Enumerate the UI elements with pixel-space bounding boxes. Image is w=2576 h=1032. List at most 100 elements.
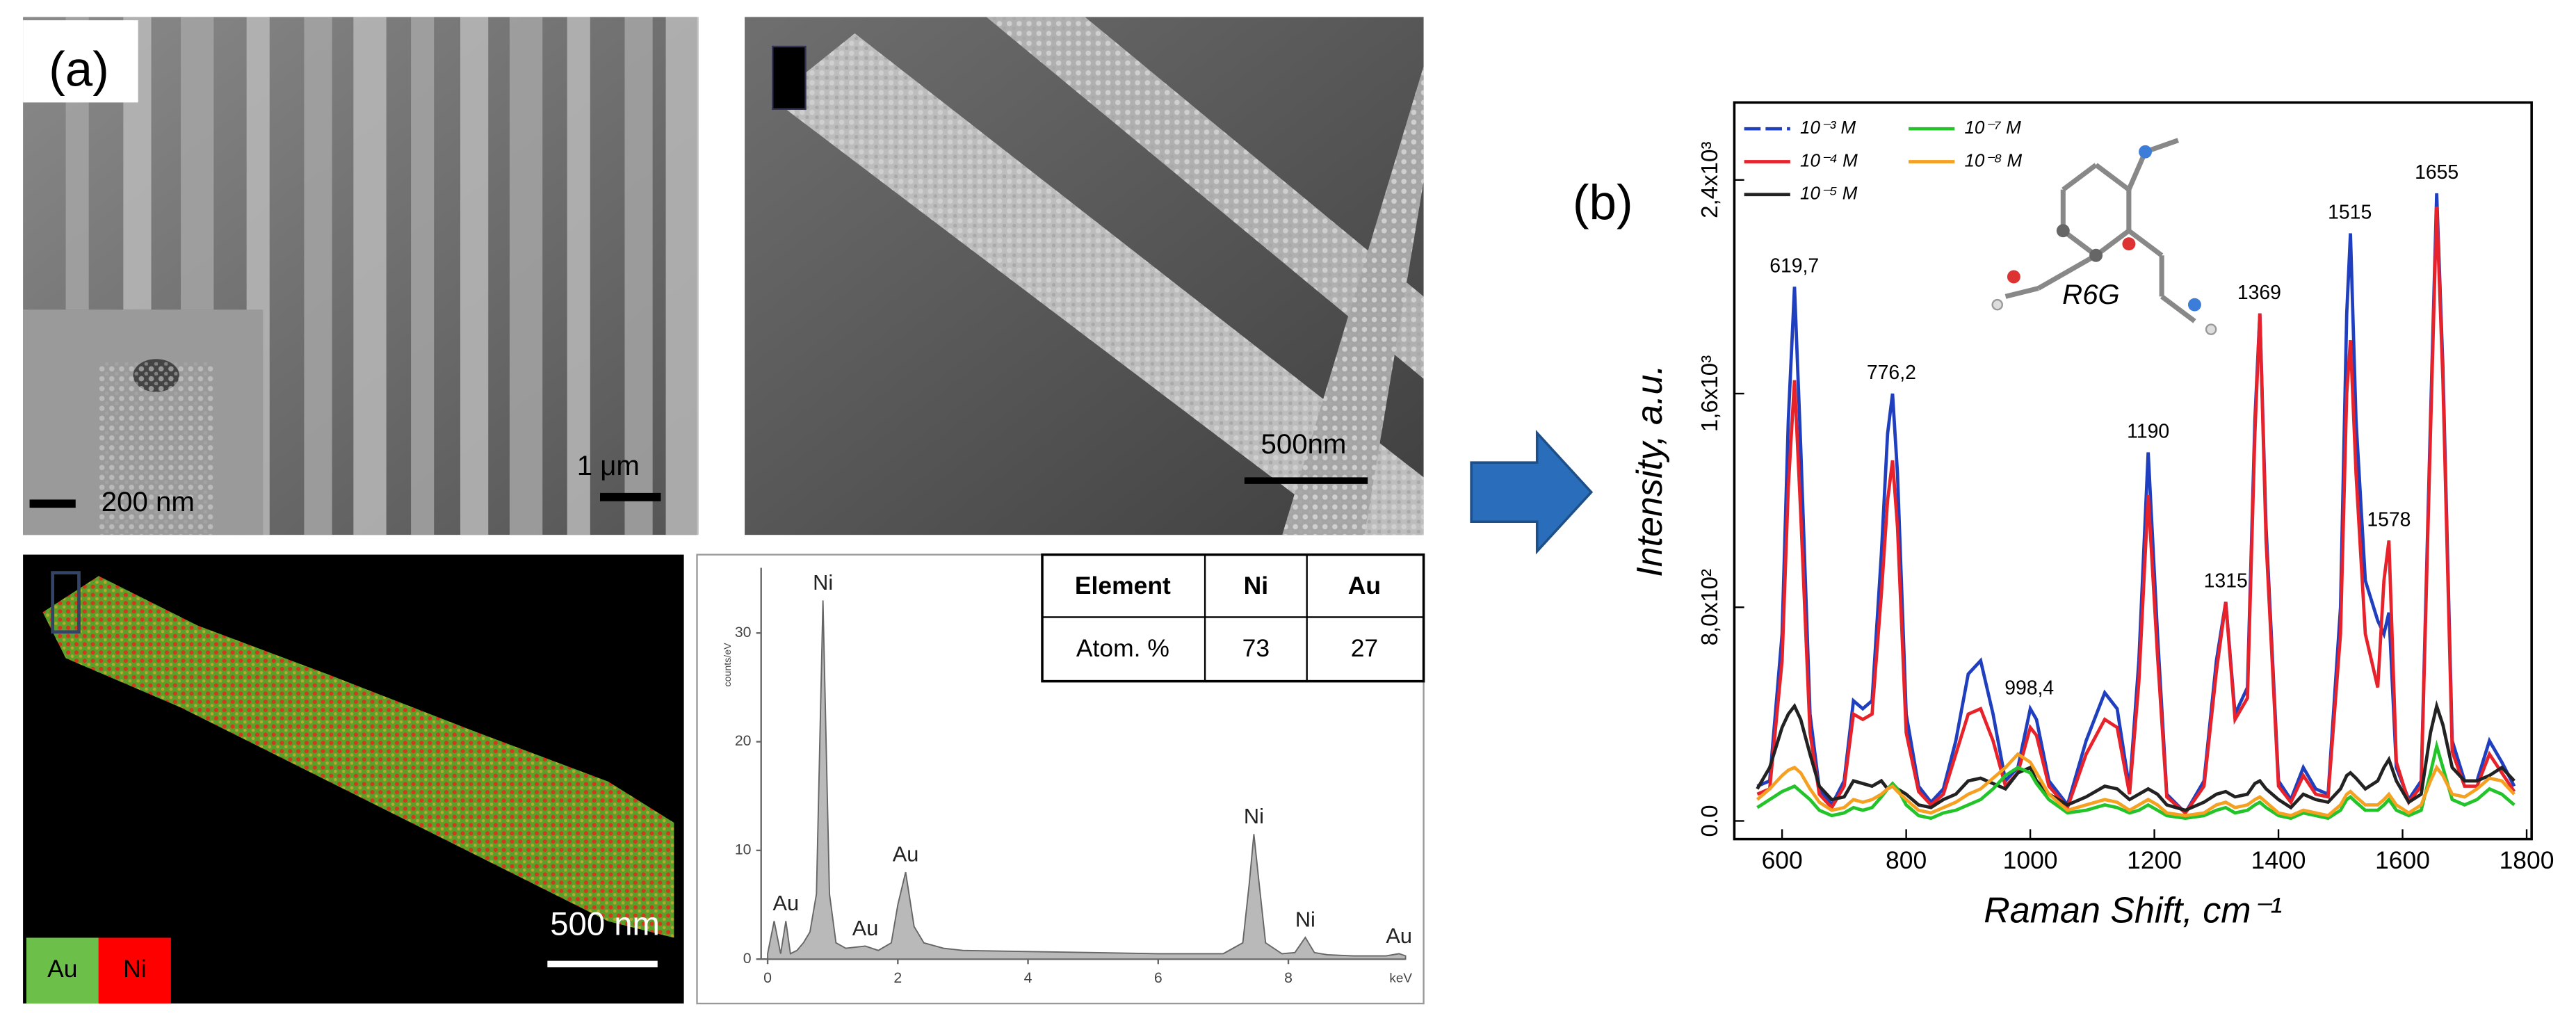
nanowire: [509, 17, 543, 535]
tube-wall: [98, 362, 214, 535]
scale-label: 1 μm: [577, 450, 640, 481]
x-tick-label: 8: [1284, 969, 1293, 986]
x-tick-label: 2: [893, 969, 902, 986]
legend-label: 10⁻⁴ M: [1800, 150, 1858, 170]
x-tick-label: 1800: [2500, 846, 2554, 874]
x-tick-label: 4: [1024, 969, 1032, 986]
y-tick-label: 20: [735, 732, 752, 749]
nanowire: [181, 17, 214, 310]
peak-label: 1578: [2367, 508, 2411, 531]
atom: [2205, 323, 2217, 335]
peak-label: 1655: [2415, 161, 2458, 184]
legend-label: Ni: [123, 955, 146, 983]
raman-chart: 600 800 1000 1200 1400 1600 1800 0.0 8,0x10² 1,6x…: [1630, 101, 2554, 931]
x-tick-label: 600: [1762, 846, 1803, 874]
peak-label: Ni: [1244, 804, 1264, 828]
peak-label: 1190: [2127, 421, 2169, 443]
nanowire-texture: [772, 33, 1424, 535]
spectrum-line: [1756, 700, 2516, 812]
nanowire: [353, 17, 387, 535]
peak-label: 619,7: [1769, 255, 1819, 277]
y-tick-label: 30: [735, 624, 752, 640]
legend-label: 10⁻³ M: [1800, 117, 1856, 138]
peak-label: 1515: [2328, 202, 2372, 224]
atom: [2188, 298, 2201, 312]
peak-label: 998,4: [2004, 677, 2054, 699]
molecule-label: R6G: [2062, 279, 2120, 310]
y-tick-label: 1,6x10³: [1697, 355, 1723, 432]
nanowire-map: [42, 576, 674, 938]
x-axis-label: Raman Shift, cm⁻¹: [1984, 891, 2282, 931]
composition-table: Element Ni Au Atom. % 73 27: [1041, 553, 1425, 683]
peak-label: Au: [852, 916, 879, 940]
legend-label: 10⁻⁸ M: [1964, 150, 2022, 170]
peak-label: 776,2: [1867, 362, 1916, 384]
legend-label: 10⁻⁷ M: [1964, 117, 2021, 138]
sem-image: (a) 200 nm 1 μm: [23, 17, 699, 535]
y-axis-label: Intensity, a.u.: [1630, 364, 1670, 577]
peak-label: Ni: [1295, 907, 1315, 931]
nanowire: [567, 17, 590, 535]
label-box: [772, 45, 807, 110]
y-tick-label: 10: [735, 841, 752, 858]
scale-label: 500nm: [1261, 428, 1347, 460]
eds-map: 500 nm Au Ni: [23, 554, 684, 1004]
nanowire: [665, 17, 699, 535]
y-axis-label: counts/eV: [722, 643, 734, 687]
table-header: Element: [1075, 572, 1171, 599]
y-tick-label: 0.0: [1697, 805, 1723, 837]
table-cell: Atom. %: [1076, 634, 1169, 662]
table-header: Ni: [1244, 572, 1268, 599]
scale-label: 500 nm: [550, 905, 660, 942]
arrow: [1470, 430, 1594, 555]
atom: [1991, 298, 2004, 311]
legend-swatch: [98, 937, 171, 1004]
table-header: Au: [1348, 572, 1381, 599]
table-cell: 27: [1351, 634, 1378, 662]
legend-swatch: [26, 937, 99, 1004]
peak-label: Au: [893, 842, 919, 866]
label-box: [51, 571, 81, 634]
plot-frame: [1733, 101, 2533, 841]
spectrum-line: [1756, 739, 2516, 821]
peak-label: 1315: [2204, 570, 2248, 592]
atom: [2139, 145, 2152, 159]
label-box: [23, 20, 138, 103]
legend-label: Au: [47, 955, 77, 983]
x-tick-label: 0: [763, 969, 772, 986]
panel-label: (a): [49, 42, 109, 97]
y-tick-label: 2,4x10³: [1697, 142, 1723, 218]
y-tick-label: 0: [743, 950, 752, 967]
x-tick-label: 1000: [2003, 846, 2058, 874]
x-tick-label: 1600: [2375, 846, 2430, 874]
sem-image: 500nm: [745, 17, 1424, 535]
peak-label: 1369: [2237, 282, 2281, 304]
nanowire: [304, 17, 332, 535]
atom: [2089, 248, 2103, 262]
panel-label: (b): [1573, 175, 1633, 230]
peak-label: Ni: [813, 570, 833, 595]
spectrum-line: [1756, 752, 2516, 818]
x-tick-label: 1200: [2127, 846, 2182, 874]
eds-chart: 0 2 4 6 8 0 10 20 30 keV counts/eV Ni Au Au Au Ni Ni Au: [722, 567, 1412, 986]
nanowire: [411, 17, 435, 535]
spectrum-line: [1756, 207, 2516, 816]
x-tick-label: 6: [1154, 969, 1163, 986]
nanowire: [624, 17, 653, 535]
x-tick-label: 800: [1886, 846, 1927, 874]
molecule: R6G: [1991, 138, 2217, 335]
x-axis-label: keV: [1389, 971, 1412, 986]
peak-label: Au: [1386, 924, 1412, 948]
legend-label: 10⁻⁵ M: [1800, 183, 1858, 204]
nanowire-texture: [1282, 66, 1424, 535]
atom: [2122, 237, 2136, 251]
peak-label: Au: [772, 891, 799, 915]
atom: [2056, 224, 2070, 238]
x-tick-label: 1400: [2251, 846, 2306, 874]
nanowire: [460, 17, 489, 535]
table-cell: 73: [1242, 634, 1270, 662]
y-tick-label: 8,0x10²: [1697, 569, 1723, 645]
atom: [2007, 270, 2020, 284]
scale-label: 200 nm: [102, 486, 195, 517]
